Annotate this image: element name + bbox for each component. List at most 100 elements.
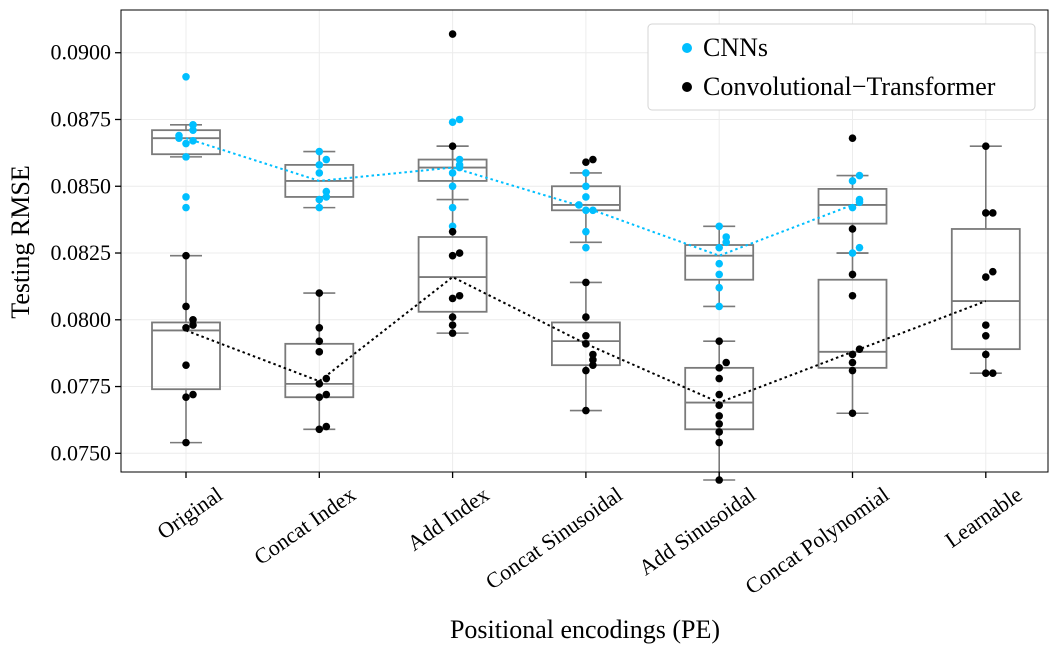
data-point bbox=[582, 313, 590, 321]
data-points bbox=[175, 30, 997, 484]
data-point bbox=[448, 169, 457, 177]
data-point bbox=[855, 243, 864, 252]
data-point bbox=[182, 438, 190, 447]
data-point bbox=[582, 182, 590, 191]
data-point bbox=[982, 321, 990, 329]
data-point bbox=[189, 126, 197, 134]
data-point bbox=[315, 323, 324, 332]
data-point bbox=[715, 270, 723, 279]
data-point bbox=[855, 345, 864, 353]
y-tick-label: 0.0875 bbox=[51, 106, 112, 131]
plot-frame bbox=[120, 9, 1049, 473]
data-point bbox=[848, 134, 857, 142]
data-point bbox=[715, 476, 723, 484]
x-tick-label: Original bbox=[152, 482, 226, 545]
data-point bbox=[448, 321, 457, 329]
data-point bbox=[982, 142, 990, 150]
data-point bbox=[715, 302, 723, 311]
legend-box bbox=[647, 23, 1036, 111]
data-point bbox=[715, 259, 723, 268]
legend-marker-convolutional-transformer bbox=[682, 82, 692, 92]
data-point bbox=[448, 227, 457, 236]
y-tick-label: 0.0800 bbox=[51, 307, 112, 332]
data-point bbox=[848, 270, 857, 279]
data-point bbox=[848, 350, 857, 359]
data-point bbox=[582, 340, 590, 348]
data-point bbox=[582, 227, 590, 236]
y-tick-label: 0.0825 bbox=[51, 240, 112, 265]
data-point bbox=[982, 350, 990, 359]
data-point bbox=[182, 251, 190, 260]
data-point bbox=[455, 161, 464, 169]
data-point bbox=[848, 203, 857, 212]
data-point bbox=[848, 366, 857, 375]
data-point bbox=[982, 209, 990, 217]
data-point bbox=[715, 337, 723, 345]
data-point bbox=[322, 187, 331, 196]
legend-label-cnns: CNNs bbox=[703, 33, 768, 62]
box-iqr bbox=[151, 321, 221, 391]
y-tick-label: 0.0850 bbox=[51, 173, 112, 198]
data-point bbox=[582, 243, 590, 252]
data-point bbox=[175, 131, 183, 140]
data-point bbox=[315, 147, 324, 156]
data-point bbox=[448, 142, 457, 150]
data-point bbox=[182, 393, 190, 402]
data-point bbox=[982, 273, 990, 281]
data-point bbox=[589, 350, 597, 359]
data-point bbox=[315, 203, 324, 212]
x-tick-label: Add Index bbox=[403, 482, 494, 556]
data-point bbox=[448, 251, 457, 260]
data-point bbox=[722, 233, 730, 241]
data-point bbox=[722, 238, 730, 247]
data-point bbox=[589, 361, 597, 369]
data-point bbox=[455, 249, 464, 257]
data-point bbox=[982, 369, 990, 377]
data-point bbox=[182, 153, 190, 161]
data-point bbox=[455, 155, 464, 164]
data-point bbox=[322, 193, 331, 201]
data-point bbox=[448, 118, 457, 126]
data-point bbox=[189, 121, 197, 129]
data-point bbox=[715, 390, 723, 399]
data-point bbox=[575, 201, 583, 209]
data-point bbox=[715, 243, 723, 252]
data-point bbox=[715, 283, 723, 292]
data-point bbox=[315, 425, 324, 434]
y-tick-label: 0.0775 bbox=[51, 374, 112, 399]
data-point bbox=[315, 337, 324, 345]
y-axis-title: Testing RMSE bbox=[6, 165, 35, 318]
series-line-0 bbox=[185, 137, 853, 257]
data-point bbox=[315, 348, 324, 356]
data-point bbox=[448, 294, 457, 303]
data-point bbox=[448, 313, 457, 321]
data-point bbox=[715, 438, 723, 447]
data-point bbox=[448, 329, 457, 337]
data-point bbox=[322, 374, 331, 383]
data-point bbox=[448, 182, 457, 191]
box-1-0 bbox=[151, 254, 221, 444]
data-point bbox=[848, 249, 857, 257]
data-point bbox=[448, 30, 457, 38]
data-point bbox=[848, 409, 857, 418]
data-point bbox=[722, 358, 730, 367]
x-tick-label: Learnable bbox=[940, 482, 1026, 553]
data-point bbox=[715, 364, 723, 372]
data-point bbox=[582, 158, 590, 167]
data-point bbox=[989, 209, 997, 217]
data-point bbox=[455, 115, 464, 124]
data-point bbox=[182, 193, 190, 201]
data-point bbox=[315, 169, 324, 177]
data-point bbox=[582, 206, 590, 215]
data-point bbox=[848, 358, 857, 367]
data-point bbox=[989, 267, 997, 276]
legend: CNNs Convolutional−Transformer bbox=[647, 23, 1036, 111]
data-point bbox=[322, 422, 331, 431]
data-point bbox=[448, 203, 457, 212]
y-tick-label: 0.0900 bbox=[51, 40, 112, 65]
y-axis-ticks: 0.0750 0.0775 0.0800 0.0825 0.0850 0.0875 0.09… bbox=[51, 40, 121, 465]
data-point bbox=[582, 366, 590, 375]
data-point bbox=[982, 332, 990, 340]
x-tick-label: Concat Polynomial bbox=[740, 482, 893, 600]
